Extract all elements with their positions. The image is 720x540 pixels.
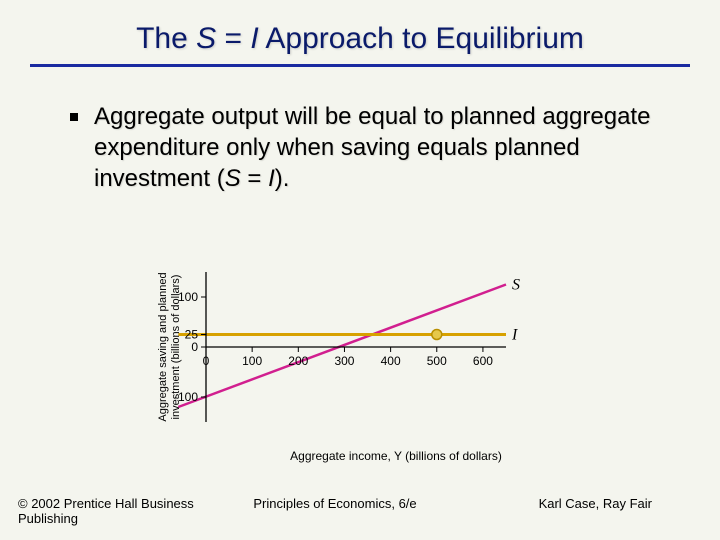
y-axis-label: investment (billions of dollars) (170, 275, 182, 420)
footer: © 2002 Prentice Hall Business Publishing… (0, 496, 720, 526)
footer-copyright: © 2002 Prentice Hall Business Publishing (18, 496, 229, 526)
y-axis-label: Aggregate saving and planned (157, 272, 169, 421)
x-tick-label: 300 (334, 354, 354, 368)
slide: The S = I Approach to Equilibrium Aggreg… (0, 0, 720, 540)
series-label-S: S (512, 277, 520, 294)
bullet-dot-icon (70, 113, 78, 121)
y-tick-label: 25 (185, 328, 199, 342)
title-var-i: I (250, 22, 258, 55)
chart-svg: SI0100200300400500600-100025100Aggregate… (150, 262, 570, 467)
bullet-post: ). (275, 165, 290, 192)
bullet-eq: = (241, 165, 268, 192)
title-rule (30, 64, 690, 67)
slide-title: The S = I Approach to Equilibrium (30, 22, 690, 56)
x-tick-label: 0 (203, 354, 210, 368)
equilibrium-marker (432, 330, 442, 340)
bullet-var-s: S (225, 165, 241, 192)
title-var-s: S (196, 22, 216, 55)
x-tick-label: 400 (381, 354, 401, 368)
footer-authors: Karl Case, Ray Fair (441, 496, 702, 526)
bullet-text: Aggregate output will be equal to planne… (94, 101, 660, 195)
x-tick-label: 100 (242, 354, 262, 368)
chart: SI0100200300400500600-100025100Aggregate… (150, 262, 570, 467)
series-S (178, 285, 506, 408)
x-axis-label: Aggregate income, Y (billions of dollars… (290, 449, 502, 463)
bullet-pre: Aggregate output will be equal to planne… (94, 103, 650, 192)
x-tick-label: 200 (288, 354, 308, 368)
x-tick-label: 500 (427, 354, 447, 368)
bullet-item: Aggregate output will be equal to planne… (70, 101, 660, 195)
x-tick-label: 600 (473, 354, 493, 368)
y-tick-label: 0 (191, 340, 198, 354)
footer-book: Principles of Economics, 6/e (229, 496, 440, 526)
bullet-var-i: I (268, 165, 275, 192)
series-label-I: I (511, 327, 518, 344)
title-pre: The (136, 22, 196, 55)
title-eq: = (216, 22, 250, 55)
title-post: Approach to Equilibrium (259, 22, 584, 55)
